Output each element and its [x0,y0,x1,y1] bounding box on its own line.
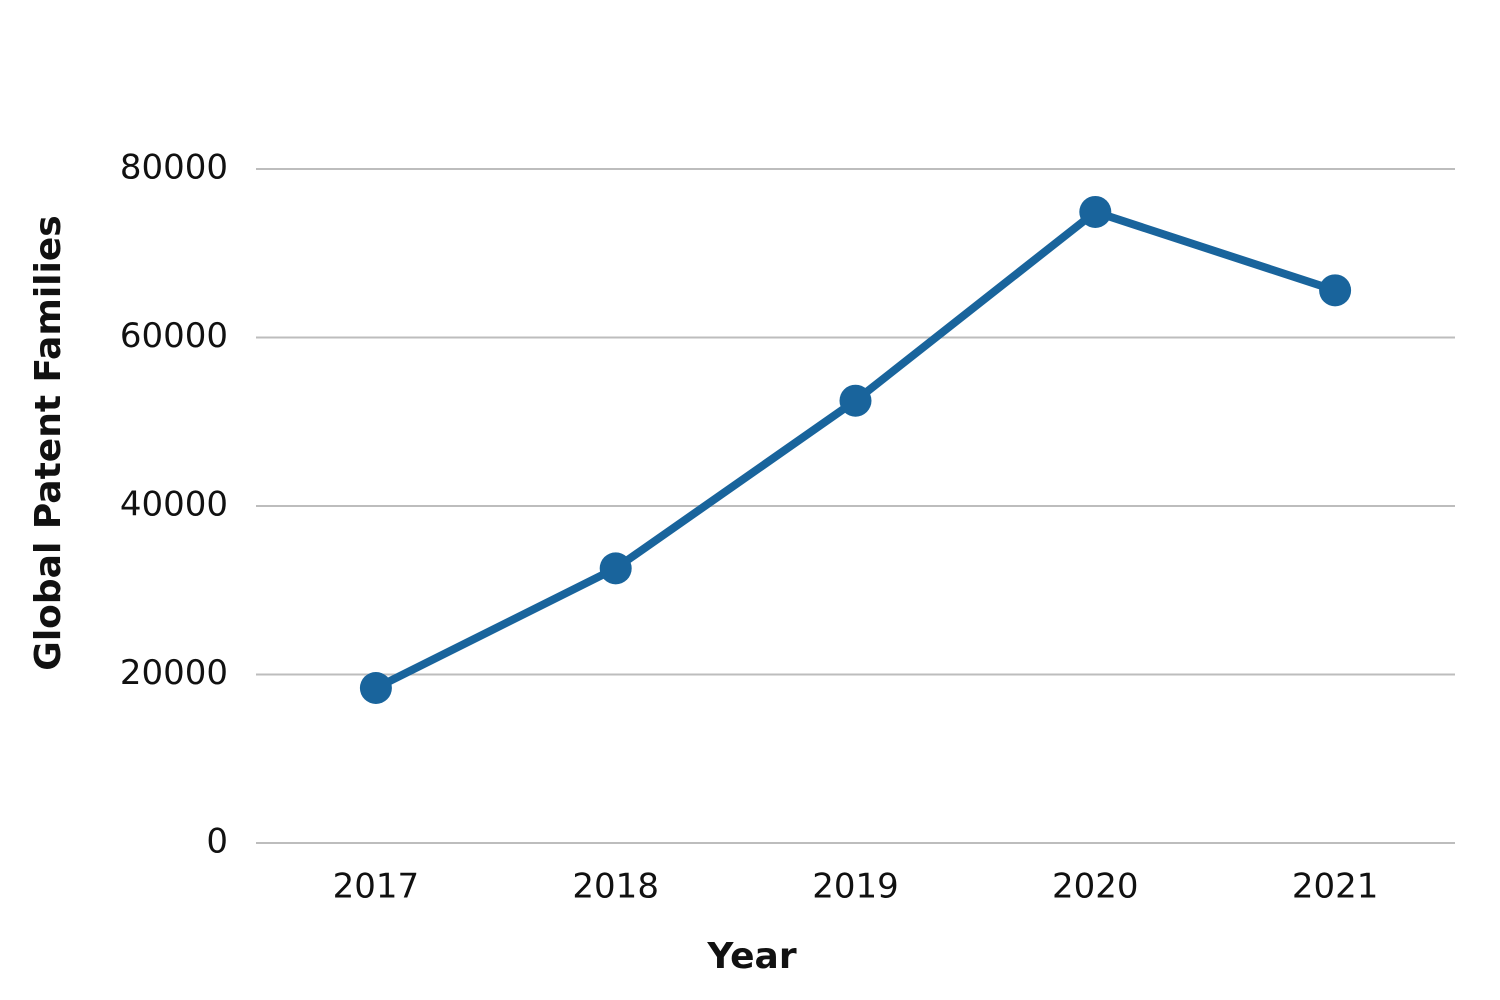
line [376,212,1335,688]
x-tick-label: 2018 [572,867,659,907]
y-tick-label: 20000 [120,653,228,693]
x-tick-label: 2017 [333,867,420,907]
point [1079,196,1111,228]
y-tick-label: 80000 [120,148,228,188]
chart: Year Global Patent Families 0 20000 40000 6… [0,0,1500,1000]
x-axis-title: Year [706,936,796,977]
y-tick-label: 60000 [120,316,228,356]
x-tick-label: 2021 [1292,867,1379,907]
point [600,552,632,584]
y-tick-label: 40000 [120,485,228,525]
y-axis-title: Global Patent Families [28,215,69,670]
point [1319,274,1351,306]
x-tick-label: 2020 [1052,867,1139,907]
point [840,385,872,417]
point [360,672,392,704]
y-tick-label: 0 [206,822,228,862]
x-tick-label: 2019 [812,867,899,907]
page: Year Global Patent Families 0 20000 40000 6… [0,0,1500,1000]
